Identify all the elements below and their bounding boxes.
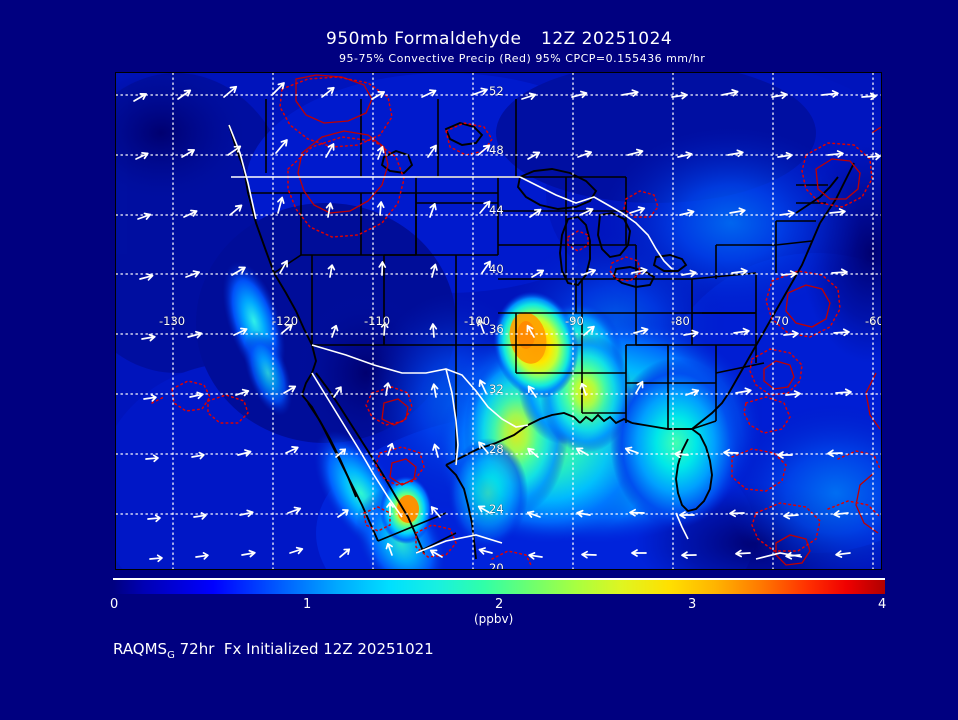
lat-label: 48: [489, 143, 504, 157]
model-subscript: G: [167, 650, 175, 661]
valid-time-label: 12Z 20251024: [541, 29, 673, 49]
lon-label: -120: [272, 314, 299, 328]
colorbar-tick: 1: [303, 597, 312, 612]
plume-texas-tail: [448, 438, 528, 548]
colorbar-tick: 4: [878, 597, 887, 612]
precip-contour-95pct: [151, 76, 881, 568]
colorbar-gradient: [113, 580, 885, 594]
lat-label: 20: [489, 561, 504, 570]
wind-vectors: [133, 82, 881, 563]
model-name: RAQMS: [113, 640, 168, 658]
lat-label: 28: [489, 442, 504, 456]
lat-label: 32: [489, 382, 504, 396]
colorbar: [113, 578, 885, 594]
footer-text: 72hr Fx Initialized 12Z 20251021: [174, 640, 434, 658]
colorbar-unit-label: (ppbv): [474, 612, 514, 626]
plume-mazatlan-hotspot: [380, 476, 432, 544]
colorbar-tick: 3: [688, 597, 697, 612]
subtitle-precip-info: 95-75% Convective Precip (Red) 95% CPCP=…: [339, 52, 706, 65]
page-title: 950mb Formaldehyde: [326, 29, 522, 49]
lon-label: -110: [364, 314, 391, 328]
lat-label: 24: [489, 502, 504, 516]
lon-label: -70: [770, 314, 789, 328]
colorbar-tick: 0: [110, 597, 119, 612]
national-boundary-overlay: [228, 124, 803, 560]
lon-label: -80: [671, 314, 690, 328]
lat-label: 52: [489, 84, 504, 98]
map-field-svg: [116, 73, 881, 569]
model-init-footer: RAQMSG 72hr Fx Initialized 12Z 20251021: [113, 640, 434, 661]
lat-label: 44: [489, 203, 504, 217]
plume-california: [222, 261, 293, 416]
lon-label: -130: [159, 314, 186, 328]
lat-label: 36: [489, 322, 504, 336]
colorbar-top-rule: [113, 578, 885, 580]
colorbar-tick: 2: [495, 597, 504, 612]
lon-label: -60: [865, 314, 882, 328]
state-borders: [248, 99, 828, 554]
plume-florida: [610, 358, 742, 528]
lon-label: -90: [565, 314, 584, 328]
lon-label: -100: [464, 314, 491, 328]
map-plot-area: 52 48 44 40 36 32 28 24 20 -130 -120 -11…: [115, 72, 882, 570]
lat-label: 40: [489, 262, 504, 276]
